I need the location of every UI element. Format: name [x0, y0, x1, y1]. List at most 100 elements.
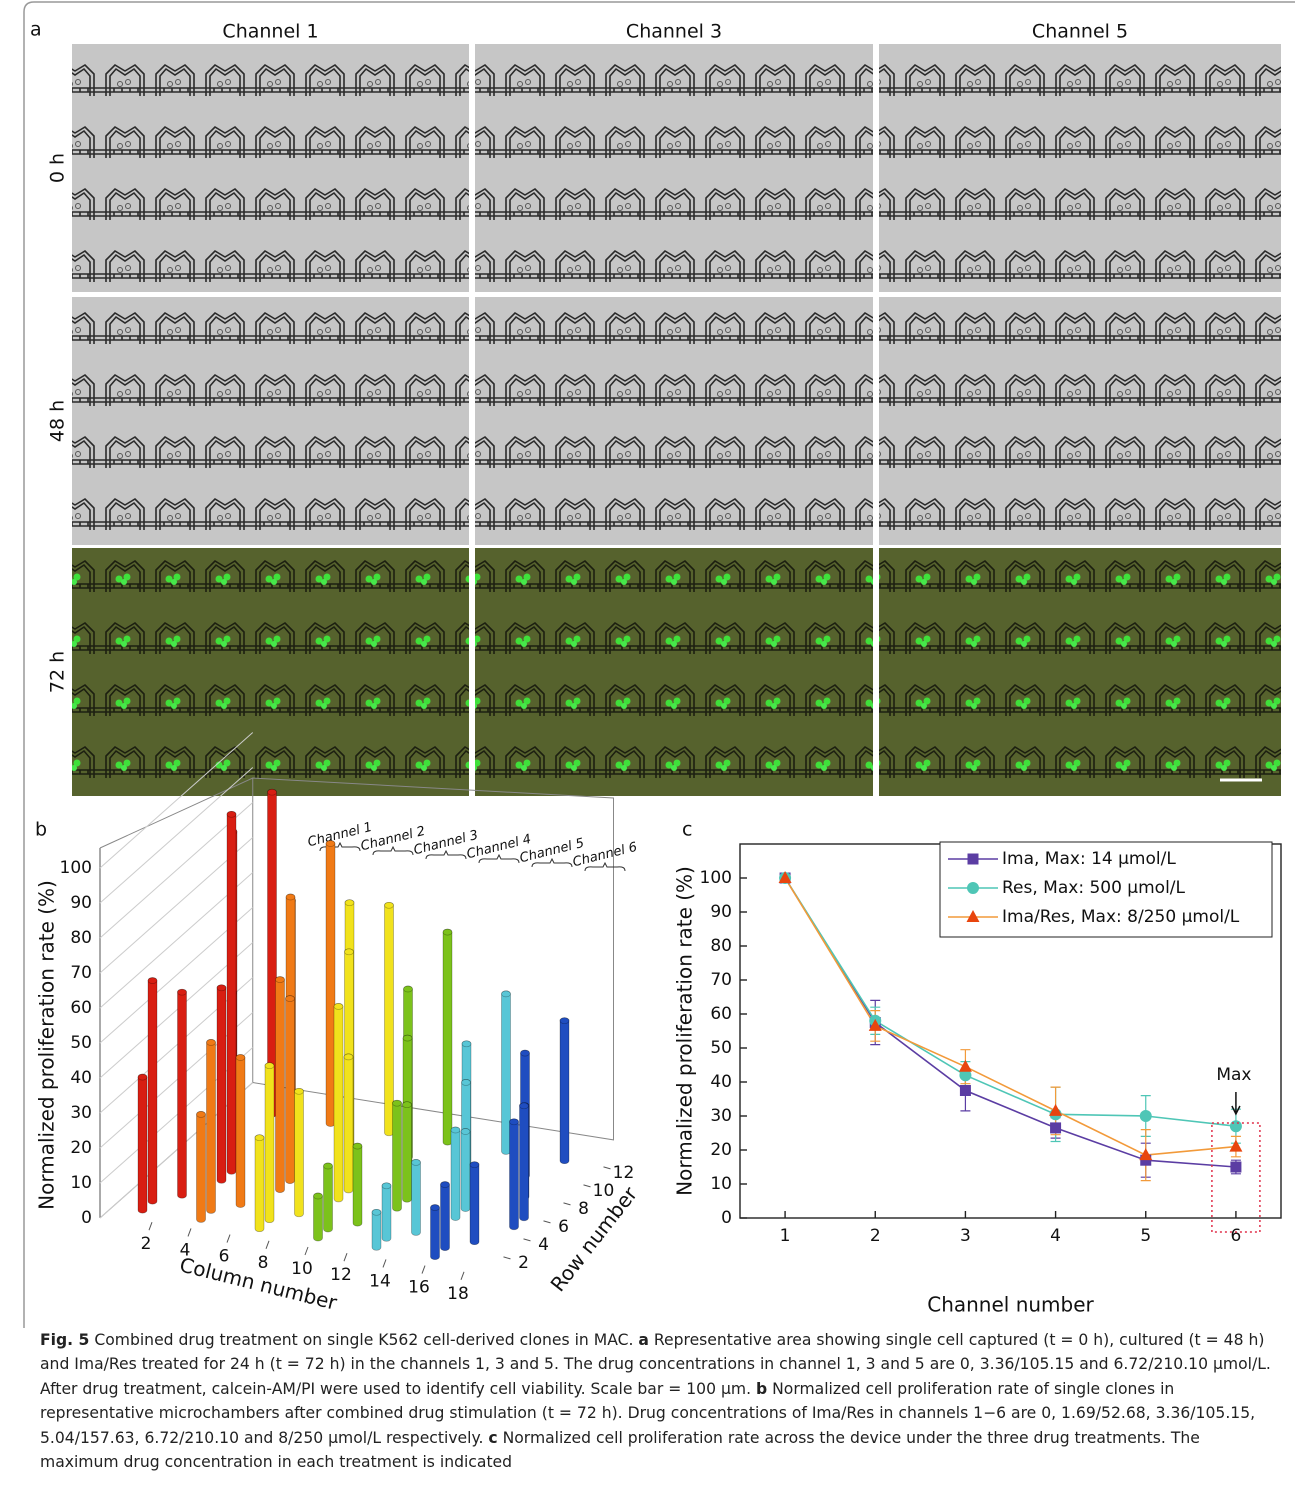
row-title: 48 h	[47, 400, 69, 442]
column-title: Channel 5	[1032, 21, 1128, 43]
tick-mark	[523, 1238, 531, 1242]
brace	[372, 845, 414, 856]
bar-cap	[254, 1134, 265, 1142]
panel-c: c 0 10 20 30 40 50 60 70 80 90 100 1 2 3 4 5 6 Channel num…	[673, 819, 1282, 1317]
marker	[959, 1085, 971, 1096]
y-tick-label: 50	[710, 1038, 732, 1058]
bar-cap	[392, 1099, 402, 1107]
panel-label: a	[30, 19, 42, 41]
x-tick-label: 6	[1231, 1226, 1242, 1246]
bar	[442, 928, 453, 1146]
tick-mark	[503, 1256, 511, 1260]
bar-cap	[325, 840, 336, 847]
micrograph	[475, 297, 873, 545]
bar-cap	[285, 893, 296, 901]
bar	[323, 1162, 333, 1233]
figure: a Channel 1 Channel 3 Channel 5 0 h 48 h 72 h…	[23, 1, 1295, 1328]
marker	[1050, 1122, 1062, 1134]
caption-label: Fig. 5	[40, 1331, 90, 1349]
y-tick-label: 10	[70, 1173, 92, 1193]
marker	[958, 1059, 972, 1072]
bar-cap	[371, 1208, 382, 1216]
micrograph	[72, 548, 469, 796]
bar	[275, 976, 285, 1193]
y-tick-label: 100	[60, 858, 92, 878]
bar	[294, 1087, 304, 1218]
bar-cap	[402, 1034, 413, 1042]
column-title: Channel 3	[626, 21, 722, 43]
bar-cap	[450, 1126, 461, 1134]
y-tick-label: 50	[70, 1033, 92, 1053]
column-title: Channel 1	[222, 21, 318, 43]
legend-marker	[967, 853, 979, 865]
bar	[460, 1128, 471, 1212]
grid-line	[99, 767, 254, 904]
tick-mark	[543, 1220, 551, 1224]
y-tick-label: 0	[721, 1208, 732, 1228]
marker	[1049, 1103, 1063, 1116]
bar	[147, 977, 158, 1205]
tick-mark	[226, 1234, 231, 1243]
bar	[384, 901, 394, 1137]
caption-text: Representative area showing single cell …	[40, 1331, 1271, 1398]
bar-cap	[460, 1128, 471, 1135]
bar	[264, 1062, 275, 1224]
bar-cap	[206, 1039, 216, 1046]
frame	[23, 1, 1295, 1328]
caption-text: Normalized cell proliferation rate acros…	[40, 1428, 1200, 1472]
bar	[254, 1134, 265, 1233]
marker	[1139, 1148, 1153, 1161]
bar	[392, 1099, 402, 1212]
bar-cap	[137, 1073, 148, 1081]
caption-text: Normalized cell proliferation rate of si…	[40, 1379, 1256, 1447]
tick-mark	[460, 1271, 465, 1280]
bar-cap	[352, 1142, 363, 1150]
x-tick-label: 2	[141, 1234, 152, 1254]
series-line	[784, 877, 1237, 1127]
x-tick-label: 1	[780, 1226, 791, 1246]
caption-text: Combined drug treatment on single K562 c…	[89, 1331, 639, 1349]
micrograph	[72, 297, 469, 545]
bar-cap	[344, 948, 354, 956]
y-axis-title: Normalized proliferation rate (%)	[673, 866, 697, 1196]
y-tick-label: 70	[70, 963, 92, 983]
bar	[430, 1204, 440, 1260]
grid-line	[99, 732, 254, 869]
bar-cap	[384, 901, 394, 909]
brace	[584, 861, 626, 872]
row-title: 0 h	[47, 153, 69, 183]
bar	[352, 1142, 363, 1227]
bar-cap	[381, 1182, 392, 1190]
x-axis-title: Channel number	[927, 1293, 1094, 1317]
bar-cap	[235, 1054, 246, 1061]
x-tick-label: 2	[870, 1226, 881, 1246]
bar	[206, 1039, 216, 1214]
legend-marker	[966, 910, 980, 922]
tick-mark	[343, 1253, 348, 1262]
x-tick-label: 10	[291, 1259, 313, 1279]
y-tick-label: 0	[81, 1208, 92, 1228]
marker	[1139, 1110, 1152, 1122]
bar-cap	[430, 1204, 440, 1211]
panel-label: c	[682, 819, 692, 841]
bar-cap	[411, 1159, 421, 1166]
bar-cap	[267, 788, 277, 796]
bar-cap	[501, 990, 511, 998]
x-tick-label: 6	[219, 1247, 230, 1267]
z-tick-label: 8	[578, 1199, 589, 1219]
bar	[177, 988, 187, 1199]
bar-cap	[461, 1079, 471, 1086]
marker	[1230, 1161, 1242, 1173]
bar-cap	[343, 1053, 354, 1061]
bar	[469, 1161, 480, 1246]
bar	[196, 1111, 206, 1223]
bar	[343, 1053, 354, 1194]
tick-mark	[265, 1240, 270, 1249]
y-tick-label: 60	[70, 998, 92, 1018]
z-tick-label: 2	[518, 1253, 529, 1273]
caption-label: b	[755, 1379, 768, 1398]
y-tick-label: 20	[710, 1140, 732, 1160]
bar-cap	[559, 1017, 570, 1025]
bar	[313, 1192, 323, 1242]
bar-cap	[226, 810, 237, 818]
